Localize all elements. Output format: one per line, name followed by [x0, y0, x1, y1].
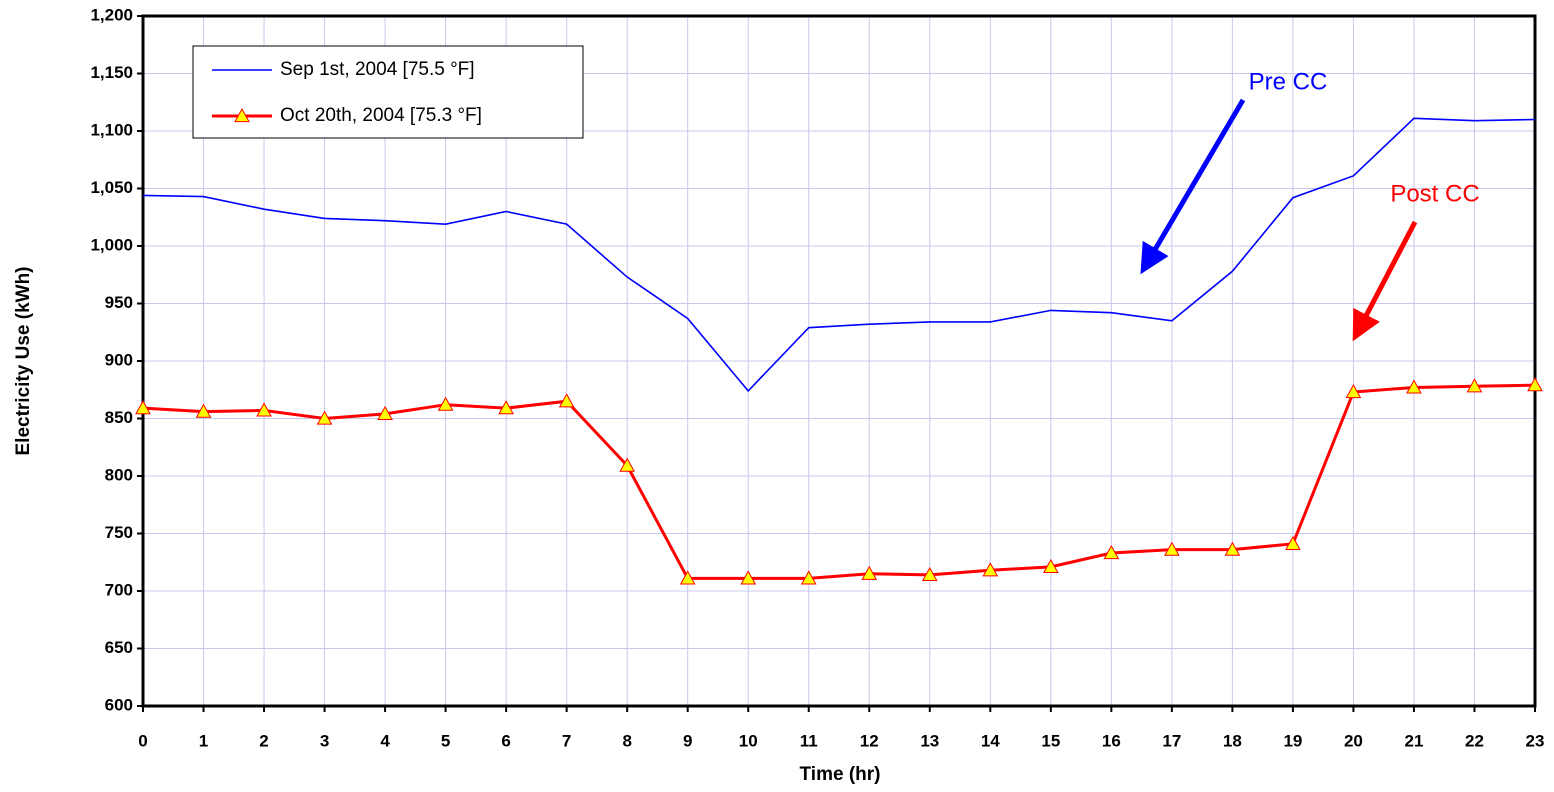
marker: [1466, 378, 1483, 393]
x-tick-label: 9: [683, 731, 692, 750]
marker: [316, 410, 333, 425]
legend-marker: [234, 107, 250, 123]
annotation-arrow: [1352, 220, 1418, 342]
x-tick-label: 5: [441, 731, 450, 750]
y-tick-label: 950: [105, 293, 133, 312]
x-tick-label: 11: [800, 731, 818, 750]
y-tick-label: 650: [105, 638, 133, 657]
series-line: [142, 117, 1536, 393]
annotation-arrow: [1140, 98, 1246, 275]
y-tick-label: 1,150: [90, 63, 133, 82]
x-tick-label: 23: [1526, 731, 1545, 750]
x-tick-label: 13: [920, 731, 939, 750]
x-tick-label: 1: [199, 731, 208, 750]
marker: [1527, 377, 1543, 392]
marker: [921, 566, 938, 581]
y-tick-label: 800: [105, 465, 133, 484]
y-tick-label: 1,000: [90, 235, 133, 254]
x-tick-label: 22: [1465, 731, 1484, 750]
x-tick-label: 21: [1404, 731, 1423, 750]
x-tick-label: 16: [1102, 731, 1121, 750]
x-tick-label: 6: [501, 731, 510, 750]
marker: [1345, 384, 1362, 399]
marker: [1224, 541, 1241, 556]
legend-box: [192, 45, 584, 139]
annotation: Pre CC: [1249, 68, 1328, 95]
y-axis-label: Electricity Use (kWh): [13, 267, 34, 456]
legend-label: Sep 1st, 2004 [75.5 °F]: [280, 59, 475, 80]
marker: [740, 570, 757, 585]
x-tick-label: 2: [259, 731, 268, 750]
y-tick-label: 1,100: [90, 120, 133, 139]
plot-border: [141, 14, 1537, 708]
x-tick-label: 10: [739, 731, 758, 750]
marker: [377, 405, 393, 420]
marker: [861, 565, 878, 580]
x-tick-label: 12: [860, 731, 879, 750]
x-tick-label: 3: [320, 731, 329, 750]
x-tick-label: 19: [1283, 731, 1302, 750]
marker: [1164, 541, 1180, 556]
marker: [135, 400, 151, 415]
marker: [195, 403, 212, 418]
x-tick-label: 7: [562, 731, 571, 750]
x-tick-label: 14: [981, 731, 1000, 750]
y-tick-label: 1,200: [90, 5, 133, 24]
marker: [619, 457, 636, 472]
marker: [1285, 535, 1301, 550]
y-tick-label: 750: [105, 523, 133, 542]
x-tick-label: 4: [380, 731, 390, 750]
legend-label: Oct 20th, 2004 [75.3 °F]: [280, 105, 482, 126]
marker: [800, 570, 817, 585]
y-tick-label: 850: [105, 408, 133, 427]
x-axis-label: Time (hr): [800, 764, 881, 785]
marker: [498, 400, 514, 415]
y-tick-label: 600: [105, 695, 133, 714]
series-line: [142, 383, 1536, 580]
marker: [437, 396, 454, 411]
x-tick-label: 0: [138, 731, 147, 750]
x-tick-label: 15: [1041, 731, 1060, 750]
marker: [982, 562, 999, 577]
y-tick-label: 700: [105, 580, 133, 599]
marker: [558, 393, 575, 408]
y-tick-label: 900: [105, 350, 133, 369]
x-tick-label: 20: [1344, 731, 1363, 750]
marker: [256, 402, 272, 417]
x-tick-label: 17: [1162, 731, 1181, 750]
marker: [679, 570, 696, 585]
annotation: Post CC: [1390, 180, 1479, 207]
marker: [1103, 545, 1120, 560]
marker: [1406, 379, 1422, 394]
y-tick-label: 1,050: [90, 178, 133, 197]
x-tick-label: 18: [1223, 731, 1242, 750]
x-tick-label: 8: [622, 731, 631, 750]
marker: [1042, 558, 1059, 573]
